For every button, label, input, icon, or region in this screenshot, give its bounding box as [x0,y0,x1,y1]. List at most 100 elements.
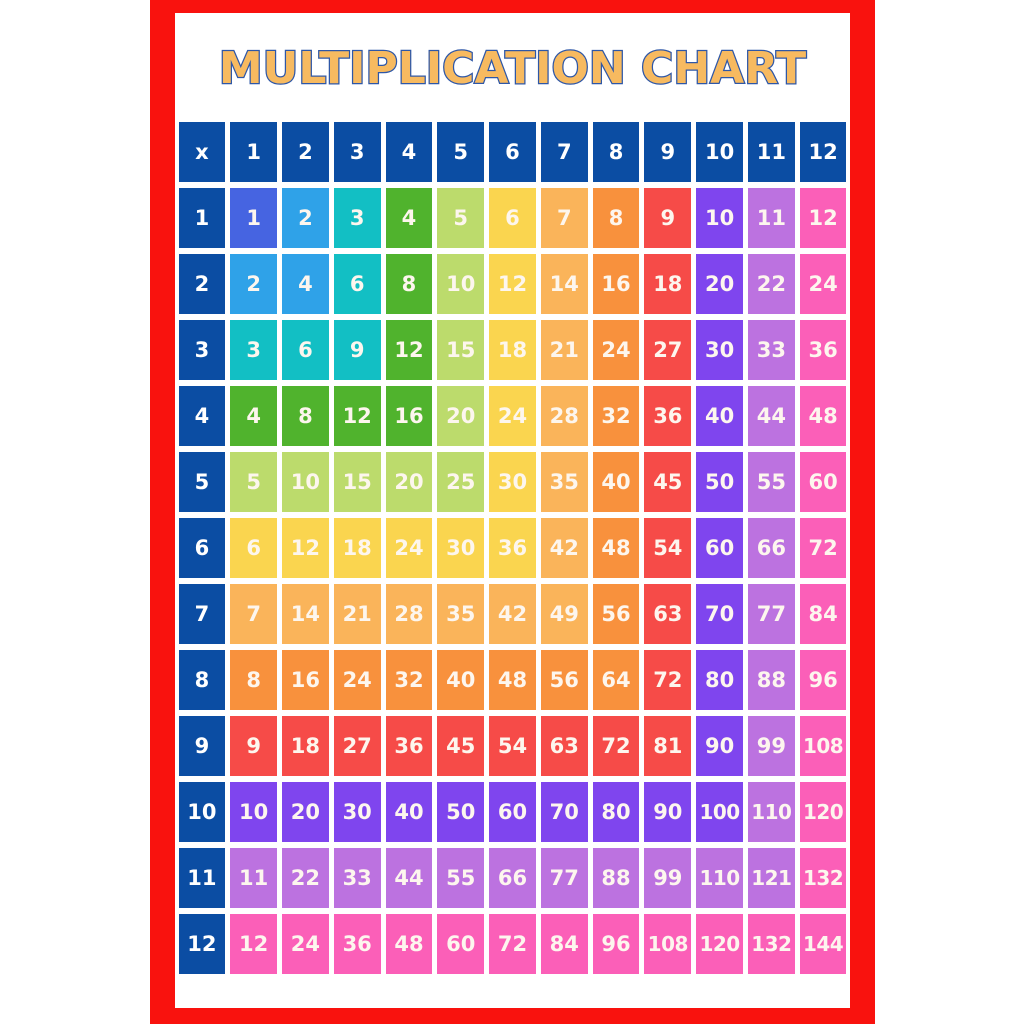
product-cell: 81 [644,716,692,776]
product-cell: 50 [696,452,743,512]
product-cell: 27 [644,320,692,380]
product-cell: 30 [333,782,381,842]
product-cell: 72 [489,914,536,974]
product-cell: 120 [799,782,847,842]
col-header-cell: 9 [644,122,692,182]
product-cell: 48 [385,914,433,974]
product-cell: 56 [540,650,588,710]
product-cell: 2 [282,188,329,248]
product-cell: 70 [540,782,588,842]
product-cell: 24 [333,650,381,710]
product-cell: 12 [385,320,433,380]
product-cell: 60 [489,782,536,842]
product-cell: 88 [592,848,640,908]
product-cell: 9 [644,188,692,248]
product-cell: 84 [799,584,847,644]
row-header-cell: 9 [178,716,226,776]
product-cell: 24 [385,518,433,578]
product-cell: 144 [799,914,847,974]
product-cell: 36 [489,518,536,578]
product-cell: 48 [799,386,847,446]
product-cell: 99 [747,716,795,776]
product-cell: 24 [592,320,640,380]
product-cell: 12 [489,254,536,314]
product-cell: 28 [540,386,588,446]
product-cell: 3 [230,320,278,380]
product-cell: 35 [540,452,588,512]
product-cell: 30 [696,320,743,380]
product-cell: 54 [489,716,536,776]
product-cell: 15 [437,320,485,380]
product-cell: 30 [489,452,536,512]
col-header-cell: 3 [333,122,381,182]
row-header-cell: 6 [178,518,226,578]
product-cell: 63 [540,716,588,776]
product-cell: 14 [540,254,588,314]
col-header-cell: 11 [747,122,795,182]
col-header-cell: 4 [385,122,433,182]
product-cell: 30 [437,518,485,578]
product-cell: 40 [385,782,433,842]
product-cell: 49 [540,584,588,644]
product-cell: 55 [437,848,485,908]
product-cell: 100 [696,782,743,842]
product-cell: 20 [437,386,485,446]
product-cell: 7 [230,584,278,644]
product-cell: 6 [282,320,329,380]
product-cell: 99 [644,848,692,908]
product-cell: 80 [592,782,640,842]
product-cell: 36 [799,320,847,380]
product-cell: 110 [696,848,743,908]
product-cell: 3 [333,188,381,248]
chart-title: MULTIPLICATION CHART [218,42,808,96]
product-cell: 84 [540,914,588,974]
product-cell: 90 [696,716,743,776]
product-cell: 18 [282,716,329,776]
row-header-cell: 5 [178,452,226,512]
product-cell: 12 [799,188,847,248]
col-header-cell: 2 [282,122,329,182]
col-header-cell: 10 [696,122,743,182]
product-cell: 32 [385,650,433,710]
product-cell: 45 [644,452,692,512]
product-cell: 20 [282,782,329,842]
product-cell: 1 [230,188,278,248]
row-header-cell: 12 [178,914,226,974]
product-cell: 6 [230,518,278,578]
product-cell: 108 [644,914,692,974]
product-cell: 18 [333,518,381,578]
product-cell: 44 [747,386,795,446]
product-cell: 88 [747,650,795,710]
product-cell: 4 [282,254,329,314]
product-cell: 18 [644,254,692,314]
product-cell: 24 [489,386,536,446]
col-header-cell: 7 [540,122,588,182]
product-cell: 64 [592,650,640,710]
product-cell: 16 [282,650,329,710]
product-cell: 32 [592,386,640,446]
product-cell: 36 [644,386,692,446]
product-cell: 15 [333,452,381,512]
product-cell: 90 [644,782,692,842]
product-cell: 6 [333,254,381,314]
product-cell: 36 [333,914,381,974]
product-cell: 54 [644,518,692,578]
product-cell: 40 [592,452,640,512]
product-cell: 25 [437,452,485,512]
product-cell: 63 [644,584,692,644]
product-cell: 45 [437,716,485,776]
product-cell: 10 [437,254,485,314]
product-cell: 42 [489,584,536,644]
product-cell: 56 [592,584,640,644]
product-cell: 5 [437,188,485,248]
product-cell: 22 [747,254,795,314]
product-cell: 120 [696,914,743,974]
product-cell: 11 [747,188,795,248]
col-header-cell: 5 [437,122,485,182]
multiplication-grid: x 1 2 3 4 5 6 7 8 9 10 11 12 1 1 2 3 4 5 6 7 8 9 10 11 12 2 2 4 6 8 10 1… [178,122,847,974]
product-cell: 72 [592,716,640,776]
col-header-cell: 1 [230,122,278,182]
product-cell: 20 [696,254,743,314]
row-header-cell: 2 [178,254,226,314]
product-cell: 12 [282,518,329,578]
